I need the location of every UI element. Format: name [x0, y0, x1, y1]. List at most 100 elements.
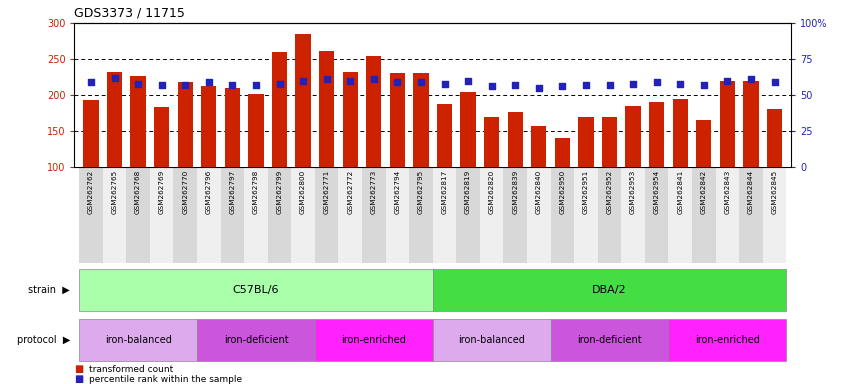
Point	[580, 82, 593, 88]
Bar	[390, 73, 405, 167]
Bar	[291, 167, 315, 263]
Text: GSM262844: GSM262844	[748, 170, 754, 214]
Bar	[130, 76, 146, 167]
Text: GSM262845: GSM262845	[772, 170, 777, 214]
Point	[415, 79, 428, 85]
Bar	[531, 126, 547, 167]
Bar	[154, 107, 169, 167]
Bar	[248, 94, 264, 167]
Point	[721, 78, 734, 84]
Point	[250, 82, 263, 88]
Bar	[319, 51, 334, 167]
Point	[767, 79, 781, 85]
Bar	[244, 167, 267, 263]
Bar	[432, 167, 456, 263]
Bar	[763, 167, 786, 263]
Point	[131, 81, 145, 87]
Bar	[645, 167, 668, 263]
Bar	[460, 92, 475, 167]
Bar	[80, 167, 102, 263]
Text: GSM262771: GSM262771	[324, 170, 330, 214]
Bar	[315, 319, 432, 361]
Bar	[456, 167, 480, 263]
Bar	[602, 117, 618, 167]
Bar	[720, 81, 735, 167]
Text: GSM262773: GSM262773	[371, 170, 376, 214]
Bar	[484, 117, 499, 167]
Bar	[716, 167, 739, 263]
Text: GSM262951: GSM262951	[583, 170, 589, 214]
Bar	[362, 167, 386, 263]
Bar	[696, 120, 711, 167]
Bar	[414, 73, 429, 167]
Text: ■: ■	[74, 364, 84, 374]
Bar	[102, 167, 126, 263]
Bar	[267, 167, 291, 263]
Bar	[201, 86, 217, 167]
Bar	[598, 167, 621, 263]
Bar	[150, 167, 173, 263]
Text: GSM262819: GSM262819	[465, 170, 471, 214]
Bar	[386, 167, 409, 263]
Text: transformed count: transformed count	[89, 365, 173, 374]
Bar	[295, 34, 310, 167]
Text: GSM262953: GSM262953	[630, 170, 636, 214]
Text: GSM262797: GSM262797	[229, 170, 235, 214]
Text: GSM262839: GSM262839	[512, 170, 519, 214]
Text: ■: ■	[74, 374, 84, 384]
Text: iron-enriched: iron-enriched	[695, 335, 760, 345]
Bar	[551, 319, 668, 361]
Point	[296, 78, 310, 84]
Bar	[107, 72, 122, 167]
Bar	[574, 167, 598, 263]
Bar	[437, 104, 452, 167]
Bar	[739, 167, 763, 263]
Text: GSM262840: GSM262840	[536, 170, 541, 214]
Bar	[625, 106, 640, 167]
Bar	[508, 113, 523, 167]
Point	[391, 79, 404, 85]
Text: percentile rank within the sample: percentile rank within the sample	[89, 374, 242, 384]
Point	[508, 82, 522, 88]
Point	[556, 83, 569, 89]
Bar	[621, 167, 645, 263]
Bar	[178, 82, 193, 167]
Point	[650, 79, 663, 85]
Text: iron-enriched: iron-enriched	[342, 335, 406, 345]
Bar	[272, 52, 287, 167]
Text: DBA/2: DBA/2	[592, 285, 627, 295]
Text: GDS3373 / 11715: GDS3373 / 11715	[74, 6, 185, 19]
Text: GSM262765: GSM262765	[112, 170, 118, 214]
Bar	[409, 167, 432, 263]
Point	[697, 82, 711, 88]
Bar	[126, 167, 150, 263]
Bar	[173, 167, 197, 263]
Text: GSM262954: GSM262954	[654, 170, 660, 214]
Bar	[343, 72, 358, 167]
Text: GSM262772: GSM262772	[347, 170, 354, 214]
Point	[367, 76, 381, 82]
Bar	[555, 138, 570, 167]
Bar	[315, 167, 338, 263]
Text: GSM262817: GSM262817	[442, 170, 448, 214]
Text: GSM262799: GSM262799	[277, 170, 283, 214]
Text: GSM262762: GSM262762	[88, 170, 94, 214]
Text: GSM262795: GSM262795	[418, 170, 424, 214]
Text: GSM262820: GSM262820	[489, 170, 495, 214]
Bar	[225, 88, 240, 167]
Text: GSM262770: GSM262770	[182, 170, 188, 214]
Point	[437, 81, 451, 87]
Bar	[80, 319, 197, 361]
Point	[673, 81, 687, 87]
Point	[461, 78, 475, 84]
Bar	[744, 81, 759, 167]
Text: GSM262952: GSM262952	[607, 170, 613, 214]
Text: GSM262768: GSM262768	[135, 170, 141, 214]
Bar	[527, 167, 551, 263]
Text: GSM262800: GSM262800	[300, 170, 306, 214]
Bar	[668, 167, 692, 263]
Text: GSM262798: GSM262798	[253, 170, 259, 214]
Text: GSM262794: GSM262794	[394, 170, 400, 214]
Bar	[668, 319, 786, 361]
Point	[226, 82, 239, 88]
